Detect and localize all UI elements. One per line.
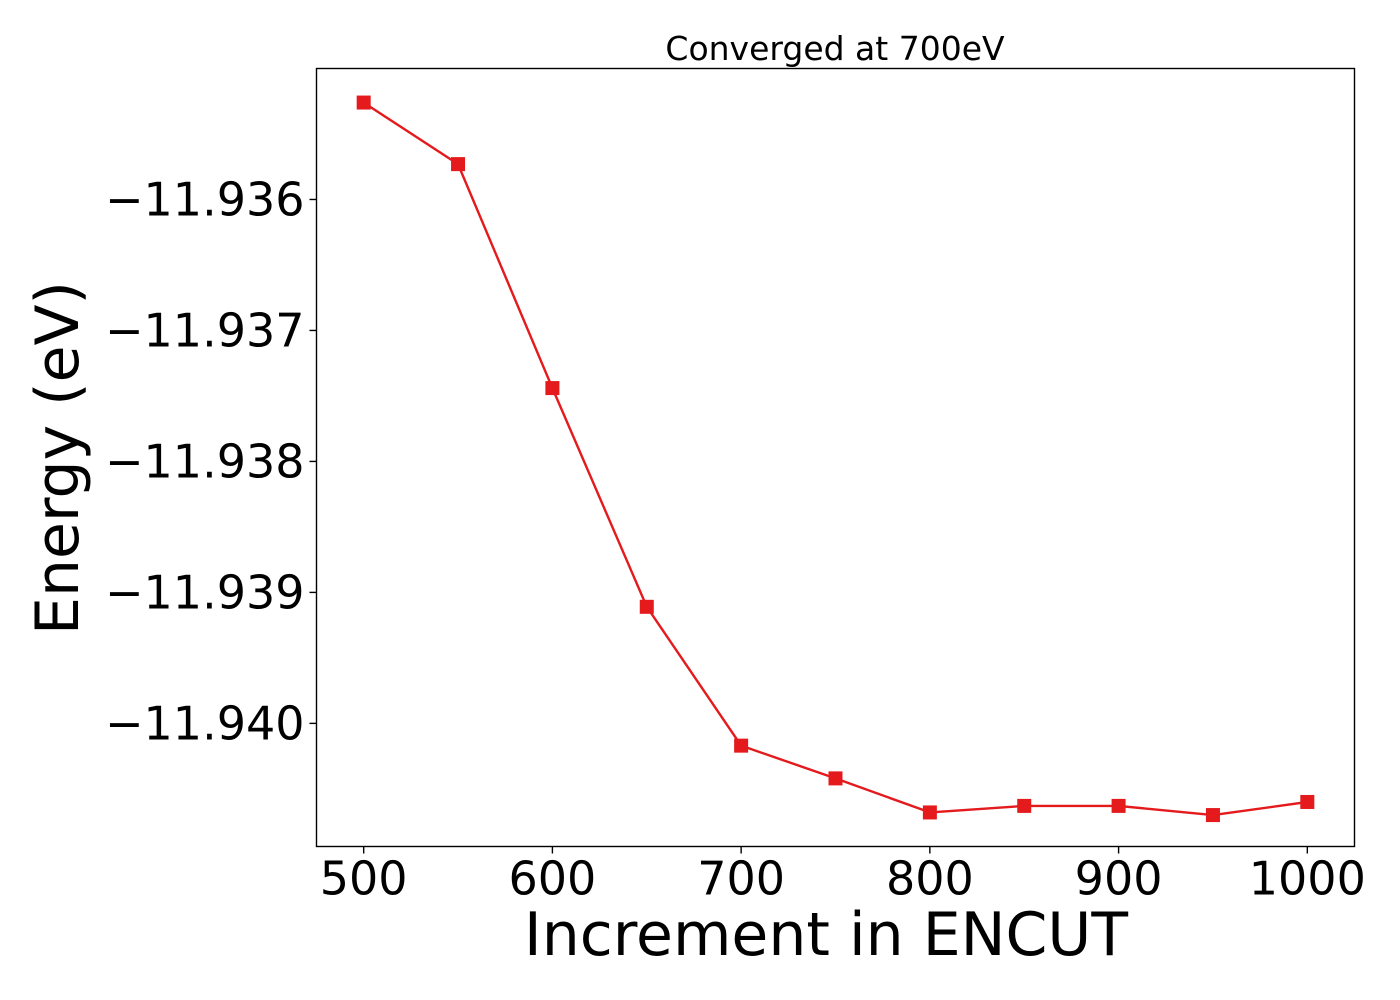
x-axis-label: Increment in ENCUT (524, 900, 1128, 970)
data-point-marker (1300, 794, 1315, 809)
y-axis: −11.936 −11.937 −11.938 −11.939 −11.940 (105, 172, 317, 750)
y-axis-label: Energy (eV) (23, 281, 93, 635)
data-point-marker (1017, 798, 1032, 813)
series-line (363, 101, 1308, 817)
x-tick-label: 800 (886, 852, 974, 906)
series-layer (356, 95, 1315, 823)
plot-area: 500 600 700 800 900 1000 −11.936−11.937−11.93… (105, 67, 1366, 906)
data-point-marker (828, 771, 843, 786)
y-tick-label: −11.937 (105, 303, 305, 357)
x-tick-label: 1000 (1249, 852, 1366, 906)
data-point-marker (922, 805, 937, 820)
y-tick-label: −11.938 (105, 434, 305, 488)
data-point-marker (1111, 798, 1126, 813)
x-axis: 500 600 700 800 900 1000 (320, 846, 1366, 906)
data-point-marker (734, 738, 749, 753)
x-tick-label: 900 (1075, 852, 1163, 906)
data-point-marker (451, 157, 466, 172)
x-tick-label: 700 (697, 852, 785, 906)
y-tick-label: −11.940 (105, 696, 305, 750)
y-tick-label: −11.936 (105, 172, 305, 226)
chart-title: Converged at 700eV (665, 29, 1005, 68)
data-point-marker (545, 381, 560, 396)
x-tick-label: 600 (509, 852, 597, 906)
y-tick-label: −11.939 (105, 565, 305, 619)
x-tick-label: 500 (320, 852, 408, 906)
data-point-marker (639, 599, 654, 614)
plot-frame (315, 67, 1356, 848)
data-point-marker (356, 95, 371, 110)
data-point-marker (1205, 808, 1220, 823)
